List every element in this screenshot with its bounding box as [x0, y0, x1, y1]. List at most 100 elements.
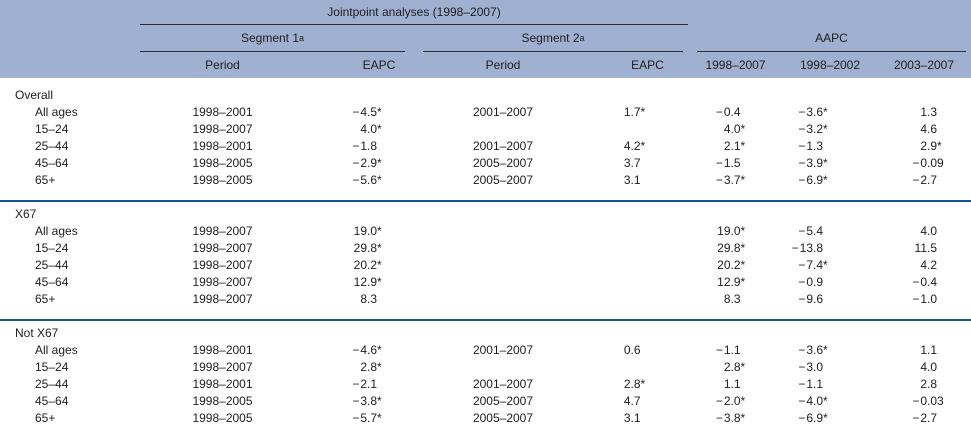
- value-fraction-part: .9*: [730, 274, 746, 289]
- header-spacer: [0, 0, 140, 25]
- col-header-segment1-eapc: EAPC: [362, 58, 396, 72]
- value: 19.0*: [697, 224, 759, 238]
- value: − 1.8: [333, 139, 395, 153]
- value: − 1.5: [697, 156, 759, 170]
- value: 2.8*: [333, 360, 395, 374]
- value-fraction-part: .1: [367, 376, 378, 391]
- segment1-period-cell: 1998–2007: [192, 291, 253, 306]
- age-label: 65+: [35, 410, 56, 425]
- value: − 4.0*: [779, 394, 841, 408]
- value-integer-part: − 1: [798, 376, 813, 391]
- value: − 1.0: [893, 292, 955, 306]
- value: − 3.8*: [697, 411, 759, 425]
- value: − 0.9: [779, 275, 841, 289]
- value-integer-part: 2: [723, 360, 731, 375]
- aapc-1998-2002-cell: − 3.6*: [783, 343, 877, 357]
- segment2-period-cell: 2005–2007: [472, 393, 534, 408]
- aapc-label: AAPC: [815, 31, 848, 45]
- segment2-eapc-cell: 3.1: [583, 173, 688, 187]
- value: − 2.9*: [333, 156, 395, 170]
- value-integer-part: − 2: [912, 172, 927, 187]
- aapc-1998-2002-cell: − 6.9*: [783, 411, 877, 425]
- value-fraction-part: .8: [367, 138, 378, 153]
- table-group: Overall All ages 1998–2001 − 4.5* 2001–2007 1…: [0, 78, 971, 188]
- aapc-2003-2007-cell: − 0.09: [877, 156, 971, 170]
- value-fraction-part: .6: [813, 291, 824, 306]
- aapc-1998-2007-cell: − 2.0*: [688, 394, 783, 408]
- aapc-2003-2007-cell: 4.0: [877, 360, 971, 374]
- value-fraction-part: .0*: [367, 122, 382, 137]
- value-integer-part: 11: [914, 241, 927, 256]
- value-integer-part: 3: [623, 155, 631, 170]
- segment1-eapc-cell: − 5.6*: [305, 173, 423, 187]
- value-fraction-part: .2*: [813, 122, 828, 137]
- segment1-period-cell: 1998–2005: [192, 172, 253, 187]
- value-fraction-part: .0*: [730, 393, 746, 408]
- age-label: 25–44: [35, 376, 69, 391]
- age-label: 25–44: [35, 257, 69, 272]
- segment2-period-cell: 2001–2007: [472, 105, 534, 120]
- aapc-1998-2002-cell: − 3.0: [783, 360, 877, 374]
- segment1-period-cell: 1998–2007: [192, 224, 253, 239]
- col-header-aapc-1998-2007: 1998–2007: [705, 58, 766, 72]
- aapc-2003-2007-cell: − 0.4: [877, 275, 971, 289]
- value-integer-part: 2: [920, 376, 927, 391]
- header-spacer: [0, 52, 140, 78]
- value: 20.2*: [697, 258, 759, 272]
- value-fraction-part: .7: [927, 410, 938, 425]
- table-row: 25–44 1998–2001− 2.1 2001–2007 2.8* 1.1− 1.1…: [0, 376, 971, 393]
- value: − 5.4: [779, 224, 841, 238]
- aapc-1998-2002-cell: − 13.8: [783, 241, 877, 255]
- aapc-1998-2007-cell: − 1.5: [688, 156, 783, 170]
- value-integer-part: 0: [623, 343, 631, 358]
- value-integer-part: − 0: [715, 105, 731, 120]
- value-integer-part: 3: [623, 172, 631, 187]
- table-row: 15–24 1998–2007 2.8* 2.8* − 3.0 4.0: [0, 359, 971, 376]
- aapc-1998-2007-cell: 20.2*: [688, 258, 783, 272]
- segment1-period-cell: 1998–2001: [192, 376, 253, 391]
- value-integer-part: − 3: [798, 343, 813, 358]
- segment1-period-cell: 1998–2001: [192, 105, 253, 120]
- value: 29.8*: [697, 241, 759, 255]
- aapc-1998-2002-cell: − 1.1: [783, 377, 877, 391]
- value-integer-part: − 3: [715, 410, 731, 425]
- group-label: X67: [15, 206, 37, 221]
- value-fraction-part: .5*: [367, 105, 382, 120]
- value: 3.1: [597, 173, 659, 187]
- segment1-eapc-cell: − 3.8*: [305, 394, 423, 408]
- segment2-period-cell: 2005–2007: [472, 155, 534, 170]
- value: 2.8*: [597, 377, 659, 391]
- header-spacer: [0, 25, 140, 52]
- segment2-period-cell: 2005–2007: [472, 410, 534, 425]
- value-integer-part: 4: [920, 360, 927, 375]
- aapc-1998-2002-cell: − 5.4: [783, 224, 877, 238]
- value: 2.8*: [697, 360, 759, 374]
- value-fraction-part: .0: [927, 291, 938, 306]
- value-fraction-part: .0: [813, 360, 824, 375]
- aapc-1998-2007-cell: − 0.4: [688, 105, 783, 119]
- value-fraction-part: .3: [730, 291, 741, 306]
- value-integer-part: − 5: [352, 172, 367, 187]
- value: 8.3: [333, 292, 395, 306]
- value-integer-part: − 3: [798, 155, 813, 170]
- segment1-eapc-cell: 20.2*: [305, 258, 423, 272]
- value-fraction-part: .8: [813, 241, 824, 256]
- value-integer-part: 4: [623, 393, 631, 408]
- value-integer-part: − 2: [352, 376, 367, 391]
- value-fraction-part: .09: [927, 155, 944, 170]
- value-fraction-part: .0: [927, 224, 938, 239]
- value: 4.0*: [697, 122, 759, 136]
- value-integer-part: 2: [920, 138, 927, 153]
- segment1-eapc-cell: − 2.9*: [305, 156, 423, 170]
- value-fraction-part: .3: [813, 138, 824, 153]
- table-row: 45–64 1998–2005− 3.8* 2005–2007 4.7− 2.0* − …: [0, 392, 971, 409]
- value: 4.2: [893, 258, 955, 272]
- value-integer-part: 12: [717, 274, 731, 289]
- value: − 13.8: [779, 241, 841, 255]
- value-integer-part: − 7: [798, 257, 813, 272]
- segment1-eapc-cell: 2.8*: [305, 360, 423, 374]
- value-fraction-part: .2: [927, 257, 938, 272]
- value: 4.0: [893, 224, 955, 238]
- segment2-eapc-cell: 4.2*: [583, 139, 688, 153]
